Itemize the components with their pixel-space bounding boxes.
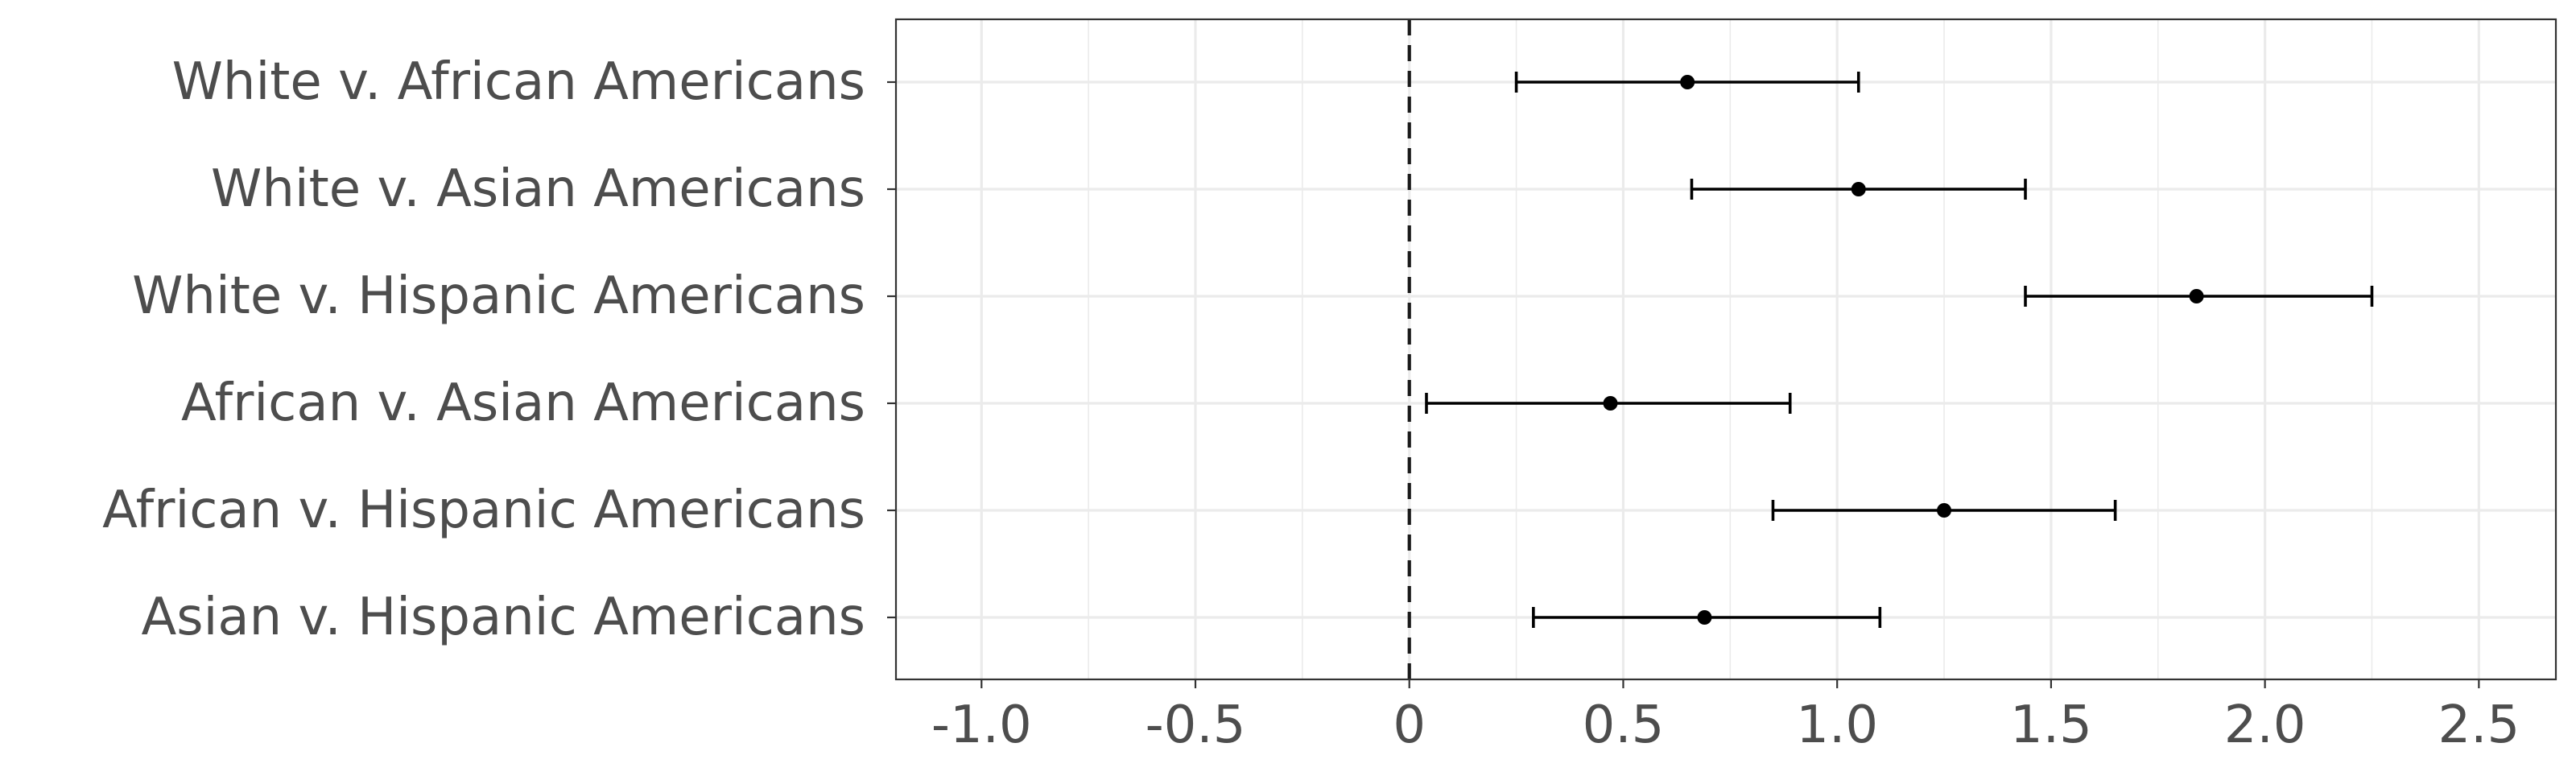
- y-tick-label: Asian v. Hispanic Americans: [142, 588, 866, 647]
- y-tick-label: White v. African Americans: [172, 52, 865, 112]
- points-layer: [1603, 75, 2204, 625]
- data-point: [1680, 75, 1695, 89]
- data-point: [1603, 396, 1618, 411]
- error-bars-layer: [1425, 72, 2374, 628]
- y-tick-label: White v. Asian Americans: [211, 159, 865, 219]
- x-tick-label: 1.5: [2010, 696, 2092, 755]
- x-tick-label: 1.0: [1796, 696, 1878, 755]
- x-tick-label: 2.5: [2438, 696, 2520, 755]
- y-tick-label: African v. Asian Americans: [181, 374, 865, 433]
- y-tick-label: African v. Hispanic Americans: [102, 481, 865, 540]
- x-tick-label: -0.5: [1146, 696, 1246, 755]
- panel-border: [894, 18, 2557, 681]
- x-tick-label: 2.0: [2224, 696, 2306, 755]
- x-tick-label: 0.5: [1583, 696, 1665, 755]
- data-point: [1851, 182, 1866, 196]
- grid-layer: [896, 19, 2556, 679]
- data-point: [1937, 503, 1952, 518]
- x-axis: -1.0 -0.5 0 0.5 1.0 1.5 2.0 2.5: [931, 679, 2520, 755]
- y-axis: White v. African Americans White v. Asian…: [102, 52, 896, 647]
- data-point: [2189, 289, 2204, 303]
- data-point: [1697, 610, 1712, 625]
- x-tick-label: -1.0: [931, 696, 1032, 755]
- y-tick-label: White v. Hispanic Americans: [132, 266, 865, 326]
- x-tick-label: 0: [1393, 696, 1426, 755]
